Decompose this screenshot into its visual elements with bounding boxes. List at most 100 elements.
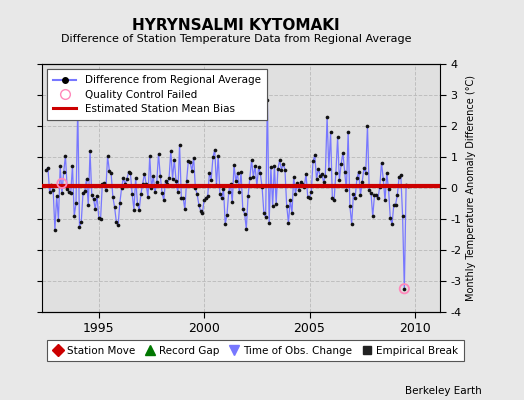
Point (337, 161, 345, 168)
Point (346, 203, 354, 210)
Point (190, 154, 198, 161)
Point (52, 193, 61, 199)
Point (191, 185, 200, 192)
Point (390, 202, 398, 208)
Point (314, 165, 322, 172)
Point (49, 187, 57, 193)
Point (132, 175, 140, 181)
Point (58, 180, 66, 186)
Point (217, 195, 226, 202)
Point (147, 185, 156, 192)
Point (318, 171, 326, 177)
Point (198, 210, 206, 216)
Point (88, 192, 96, 198)
Point (61, 152, 70, 159)
Point (290, 174, 298, 180)
Point (274, 166, 282, 172)
Point (398, 213, 407, 219)
Point (102, 187, 110, 193)
Point (232, 178, 240, 184)
Point (205, 170, 214, 176)
Point (377, 160, 386, 166)
Point (307, 188, 315, 195)
Point (321, 172, 330, 179)
Point (163, 181, 171, 187)
Point (402, 182, 410, 188)
Point (60, 169, 68, 175)
Point (311, 152, 319, 158)
Point (330, 196, 339, 203)
Point (151, 189, 159, 195)
Point (68, 163, 77, 169)
Point (339, 150, 347, 156)
Point (160, 197, 168, 203)
Point (167, 148, 175, 154)
Point (121, 181, 129, 188)
Point (358, 179, 366, 185)
Point (344, 129, 352, 135)
Point (247, 157, 256, 163)
Text: HYRYNSALMI KYTOMAKI: HYRYNSALMI KYTOMAKI (132, 18, 340, 33)
Point (384, 186, 392, 192)
Point (161, 178, 170, 184)
Point (249, 174, 257, 180)
Point (179, 194, 187, 201)
Point (326, 129, 335, 135)
Point (372, 192, 380, 198)
Point (56, 163, 64, 170)
Point (126, 170, 135, 176)
Point (75, 224, 84, 230)
Point (42, 167, 50, 173)
Point (367, 190, 375, 196)
Point (305, 194, 314, 201)
Point (116, 199, 124, 206)
Point (235, 188, 244, 195)
Point (186, 159, 194, 165)
Point (114, 222, 122, 228)
Point (333, 134, 342, 141)
Point (209, 154, 217, 161)
Point (277, 166, 286, 173)
Point (67, 190, 75, 196)
Point (214, 152, 222, 159)
Point (142, 181, 150, 188)
Point (383, 170, 391, 176)
Point (91, 206, 100, 212)
Point (84, 202, 92, 208)
Point (73, 104, 82, 110)
Point (342, 187, 351, 193)
Point (63, 186, 71, 192)
Point (184, 157, 192, 164)
Point (267, 164, 275, 170)
Point (158, 190, 166, 196)
Point (181, 206, 189, 213)
Point (193, 191, 201, 197)
Point (207, 176, 215, 183)
Point (291, 191, 300, 197)
Legend: Difference from Regional Average, Quality Control Failed, Estimated Station Mean: Difference from Regional Average, Qualit… (47, 69, 267, 120)
Point (335, 177, 344, 183)
Point (355, 169, 363, 175)
Point (176, 141, 184, 148)
Point (212, 182, 221, 188)
Point (177, 194, 185, 201)
Point (260, 210, 268, 216)
Point (100, 180, 108, 186)
Point (365, 187, 374, 193)
Point (202, 195, 210, 201)
Point (196, 208, 205, 214)
Point (241, 210, 249, 217)
Point (370, 192, 379, 198)
Point (298, 181, 307, 188)
Point (312, 176, 321, 182)
Point (182, 178, 191, 184)
Point (103, 153, 112, 160)
Point (293, 180, 301, 186)
Point (242, 226, 250, 232)
Text: Difference of Station Temperature Data from Regional Average: Difference of Station Temperature Data f… (61, 34, 411, 44)
Point (117, 185, 126, 191)
Point (353, 175, 361, 181)
Point (219, 186, 227, 192)
Point (244, 193, 252, 200)
Point (221, 221, 230, 227)
